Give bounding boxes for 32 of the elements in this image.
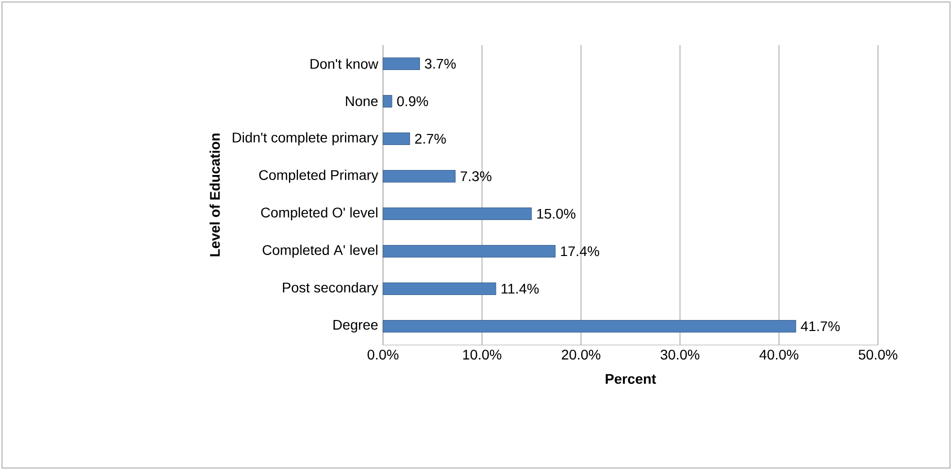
y-tick-label: Completed O' level [261, 207, 378, 220]
y-axis-title: Level of Education [210, 134, 220, 256]
data-label: 2.7% [415, 134, 446, 144]
bar [382, 244, 556, 258]
y-tick-label: Degree [334, 320, 378, 333]
y-tick-label: None [346, 96, 378, 106]
data-label: 11.4% [502, 284, 539, 294]
bar [382, 207, 532, 220]
x-axis-title: Percent [606, 374, 656, 384]
bar [382, 57, 420, 70]
x-tick-label: 20.0% [562, 350, 600, 360]
bar [382, 320, 796, 333]
bar [382, 132, 410, 146]
bar [382, 282, 496, 296]
data-label: 7.3% [460, 171, 492, 182]
data-label: 41.7% [800, 321, 840, 332]
x-tick-label: 10.0% [463, 350, 502, 360]
x-tick-label: 0.0% [368, 350, 398, 360]
x-tick-label: 30.0% [660, 350, 700, 360]
y-tick-label: Post secondary [282, 282, 378, 296]
data-label: 17.4% [561, 246, 600, 256]
x-tick-label: 40.0% [759, 350, 798, 360]
bar [382, 94, 392, 108]
data-label: 3.7% [424, 58, 456, 69]
data-label: 0.9% [397, 96, 428, 106]
bar [382, 170, 456, 183]
y-tick-label: Didn't complete primary [232, 132, 378, 146]
y-tick-label: Completed A' level [262, 244, 378, 258]
y-tick-label: Completed Primary [259, 170, 378, 183]
x-tick-label: 50.0% [858, 350, 898, 360]
data-label: 15.0% [537, 208, 576, 219]
y-tick-label: Don't know [310, 58, 378, 69]
